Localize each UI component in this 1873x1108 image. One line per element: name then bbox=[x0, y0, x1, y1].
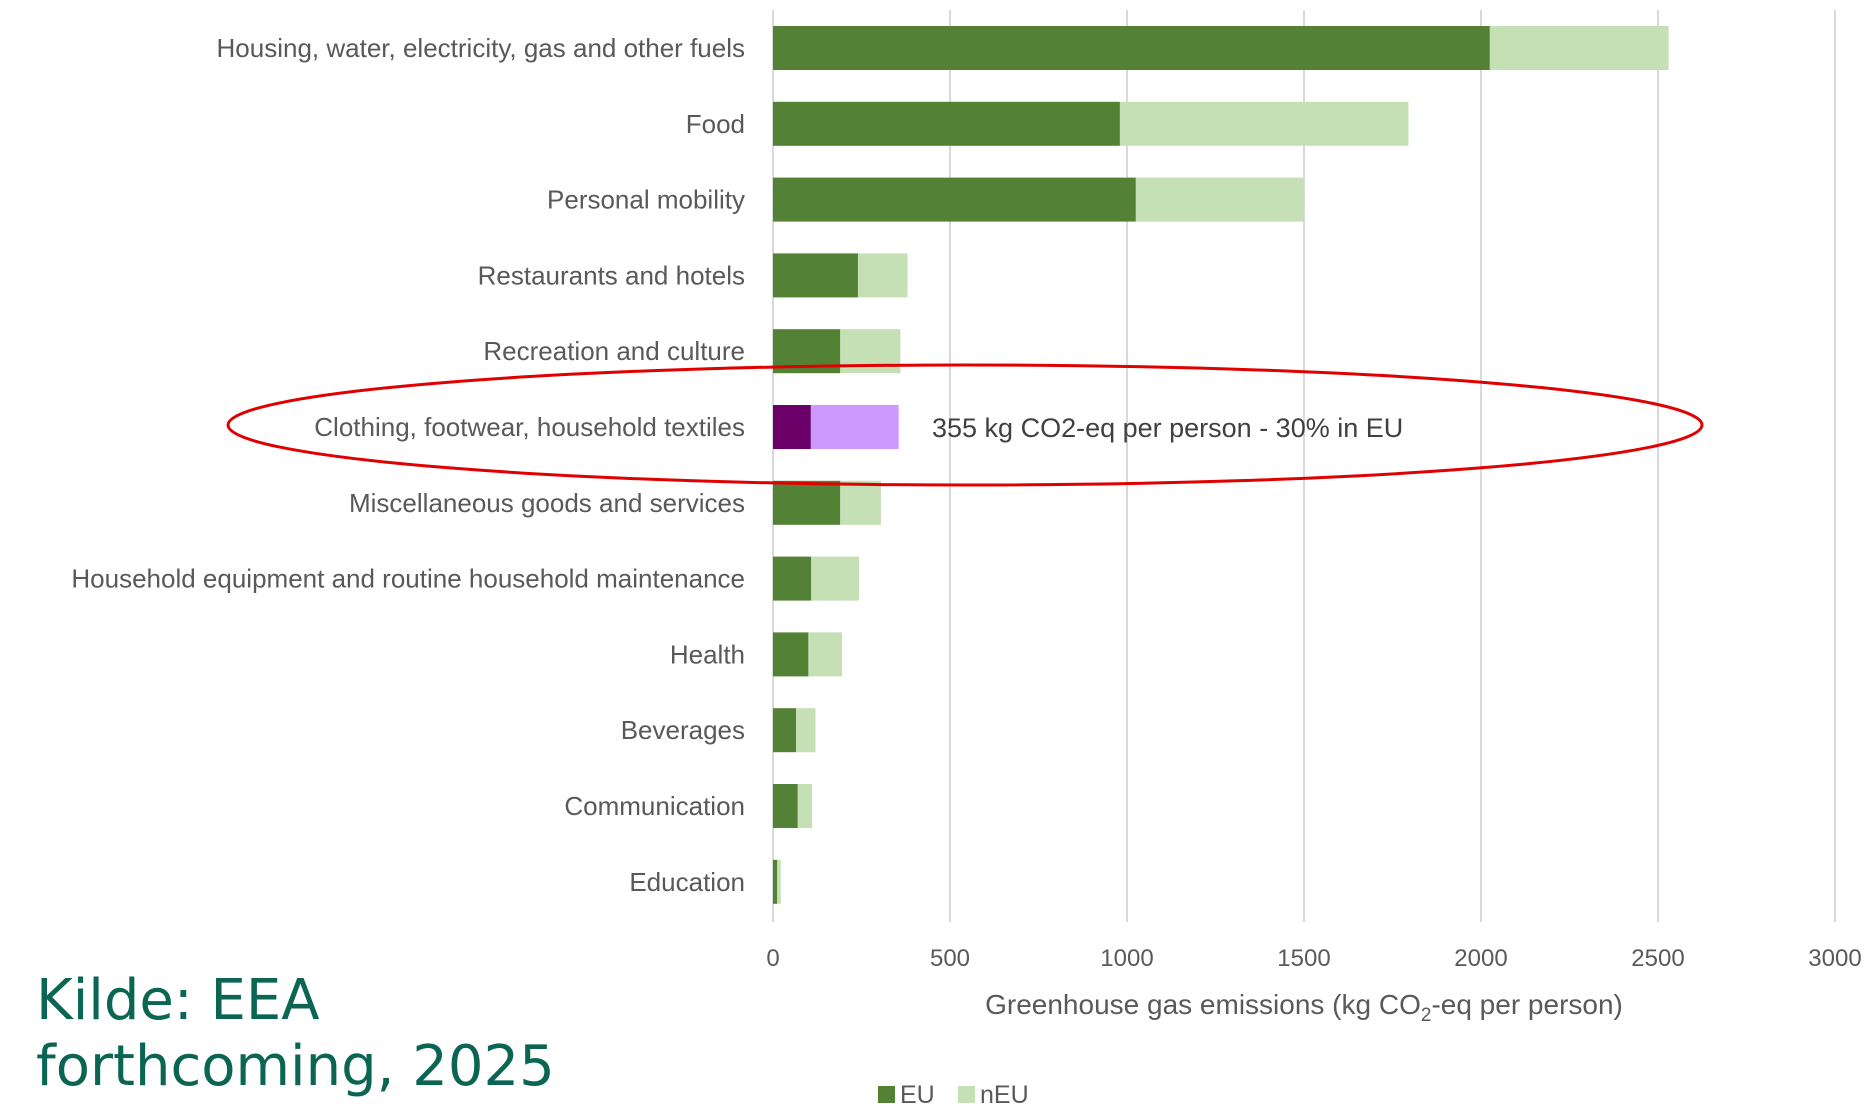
category-label-0: Housing, water, electricity, gas and oth… bbox=[217, 33, 745, 63]
bar-eu-5 bbox=[773, 405, 811, 449]
x-tick-0: 0 bbox=[766, 945, 779, 972]
bar-neu-2 bbox=[1135, 177, 1304, 222]
legend-swatch-eu bbox=[878, 1086, 895, 1103]
bar-eu-2 bbox=[773, 177, 1136, 222]
bar-neu-3 bbox=[857, 253, 908, 298]
legend-label-neu: nEU bbox=[980, 1081, 1029, 1108]
x-tick-2000: 2000 bbox=[1454, 945, 1507, 972]
bar-neu-7 bbox=[811, 556, 860, 601]
category-label-8: Health bbox=[670, 639, 745, 669]
bar-neu-8 bbox=[808, 632, 843, 677]
highlight-annotation: 355 kg CO2-eq per person - 30% in EU bbox=[932, 413, 1403, 443]
legend-label-eu: EU bbox=[900, 1081, 935, 1108]
source-caption: Kilde: EEA forthcoming, 2025 bbox=[36, 968, 636, 1100]
bar-neu-9 bbox=[796, 708, 816, 753]
bar-neu-10 bbox=[797, 784, 812, 828]
source-line-2: forthcoming, 2025 bbox=[36, 1034, 555, 1099]
bar-neu-11 bbox=[777, 859, 781, 904]
category-label-6: Miscellaneous goods and services bbox=[349, 488, 745, 518]
category-label-5: Clothing, footwear, household textiles bbox=[314, 412, 745, 442]
x-tick-1500: 1500 bbox=[1277, 945, 1330, 972]
bar-neu-0 bbox=[1489, 26, 1669, 70]
bar-eu-11 bbox=[773, 859, 778, 904]
category-labels: Housing, water, electricity, gas and oth… bbox=[71, 33, 745, 897]
bar-eu-7 bbox=[773, 556, 812, 601]
x-axis-label: Greenhouse gas emissions (kg CO2-eq per … bbox=[985, 989, 1623, 1026]
bar-eu-1 bbox=[773, 101, 1120, 146]
category-label-1: Food bbox=[686, 109, 745, 139]
category-label-2: Personal mobility bbox=[547, 185, 745, 215]
x-tick-2500: 2500 bbox=[1631, 945, 1684, 972]
grid-lines bbox=[772, 10, 1836, 922]
x-tick-labels: 0 500 1000 1500 2000 2500 3000 bbox=[766, 945, 1861, 972]
legend: EU nEU bbox=[878, 1081, 1029, 1108]
bar-eu-6 bbox=[773, 480, 841, 525]
bars-group bbox=[773, 26, 1669, 904]
bar-eu-0 bbox=[773, 26, 1490, 70]
category-label-4: Recreation and culture bbox=[483, 336, 745, 366]
bar-eu-3 bbox=[773, 253, 858, 298]
x-tick-3000: 3000 bbox=[1808, 945, 1861, 972]
legend-swatch-neu bbox=[958, 1086, 975, 1103]
x-tick-1000: 1000 bbox=[1100, 945, 1153, 972]
x-tick-500: 500 bbox=[930, 945, 970, 972]
bar-neu-5 bbox=[810, 405, 899, 449]
category-label-3: Restaurants and hotels bbox=[478, 260, 745, 290]
category-label-9: Beverages bbox=[621, 715, 745, 745]
bar-eu-10 bbox=[773, 784, 798, 828]
bar-neu-1 bbox=[1119, 101, 1409, 146]
bar-eu-8 bbox=[773, 632, 809, 677]
source-line-1: Kilde: EEA bbox=[36, 968, 320, 1033]
category-label-11: Education bbox=[629, 867, 745, 897]
category-label-10: Communication bbox=[564, 791, 745, 821]
bar-eu-9 bbox=[773, 708, 797, 753]
category-label-7: Household equipment and routine househol… bbox=[71, 564, 745, 594]
bar-neu-6 bbox=[840, 480, 881, 525]
highlight-ellipse bbox=[226, 363, 1704, 487]
